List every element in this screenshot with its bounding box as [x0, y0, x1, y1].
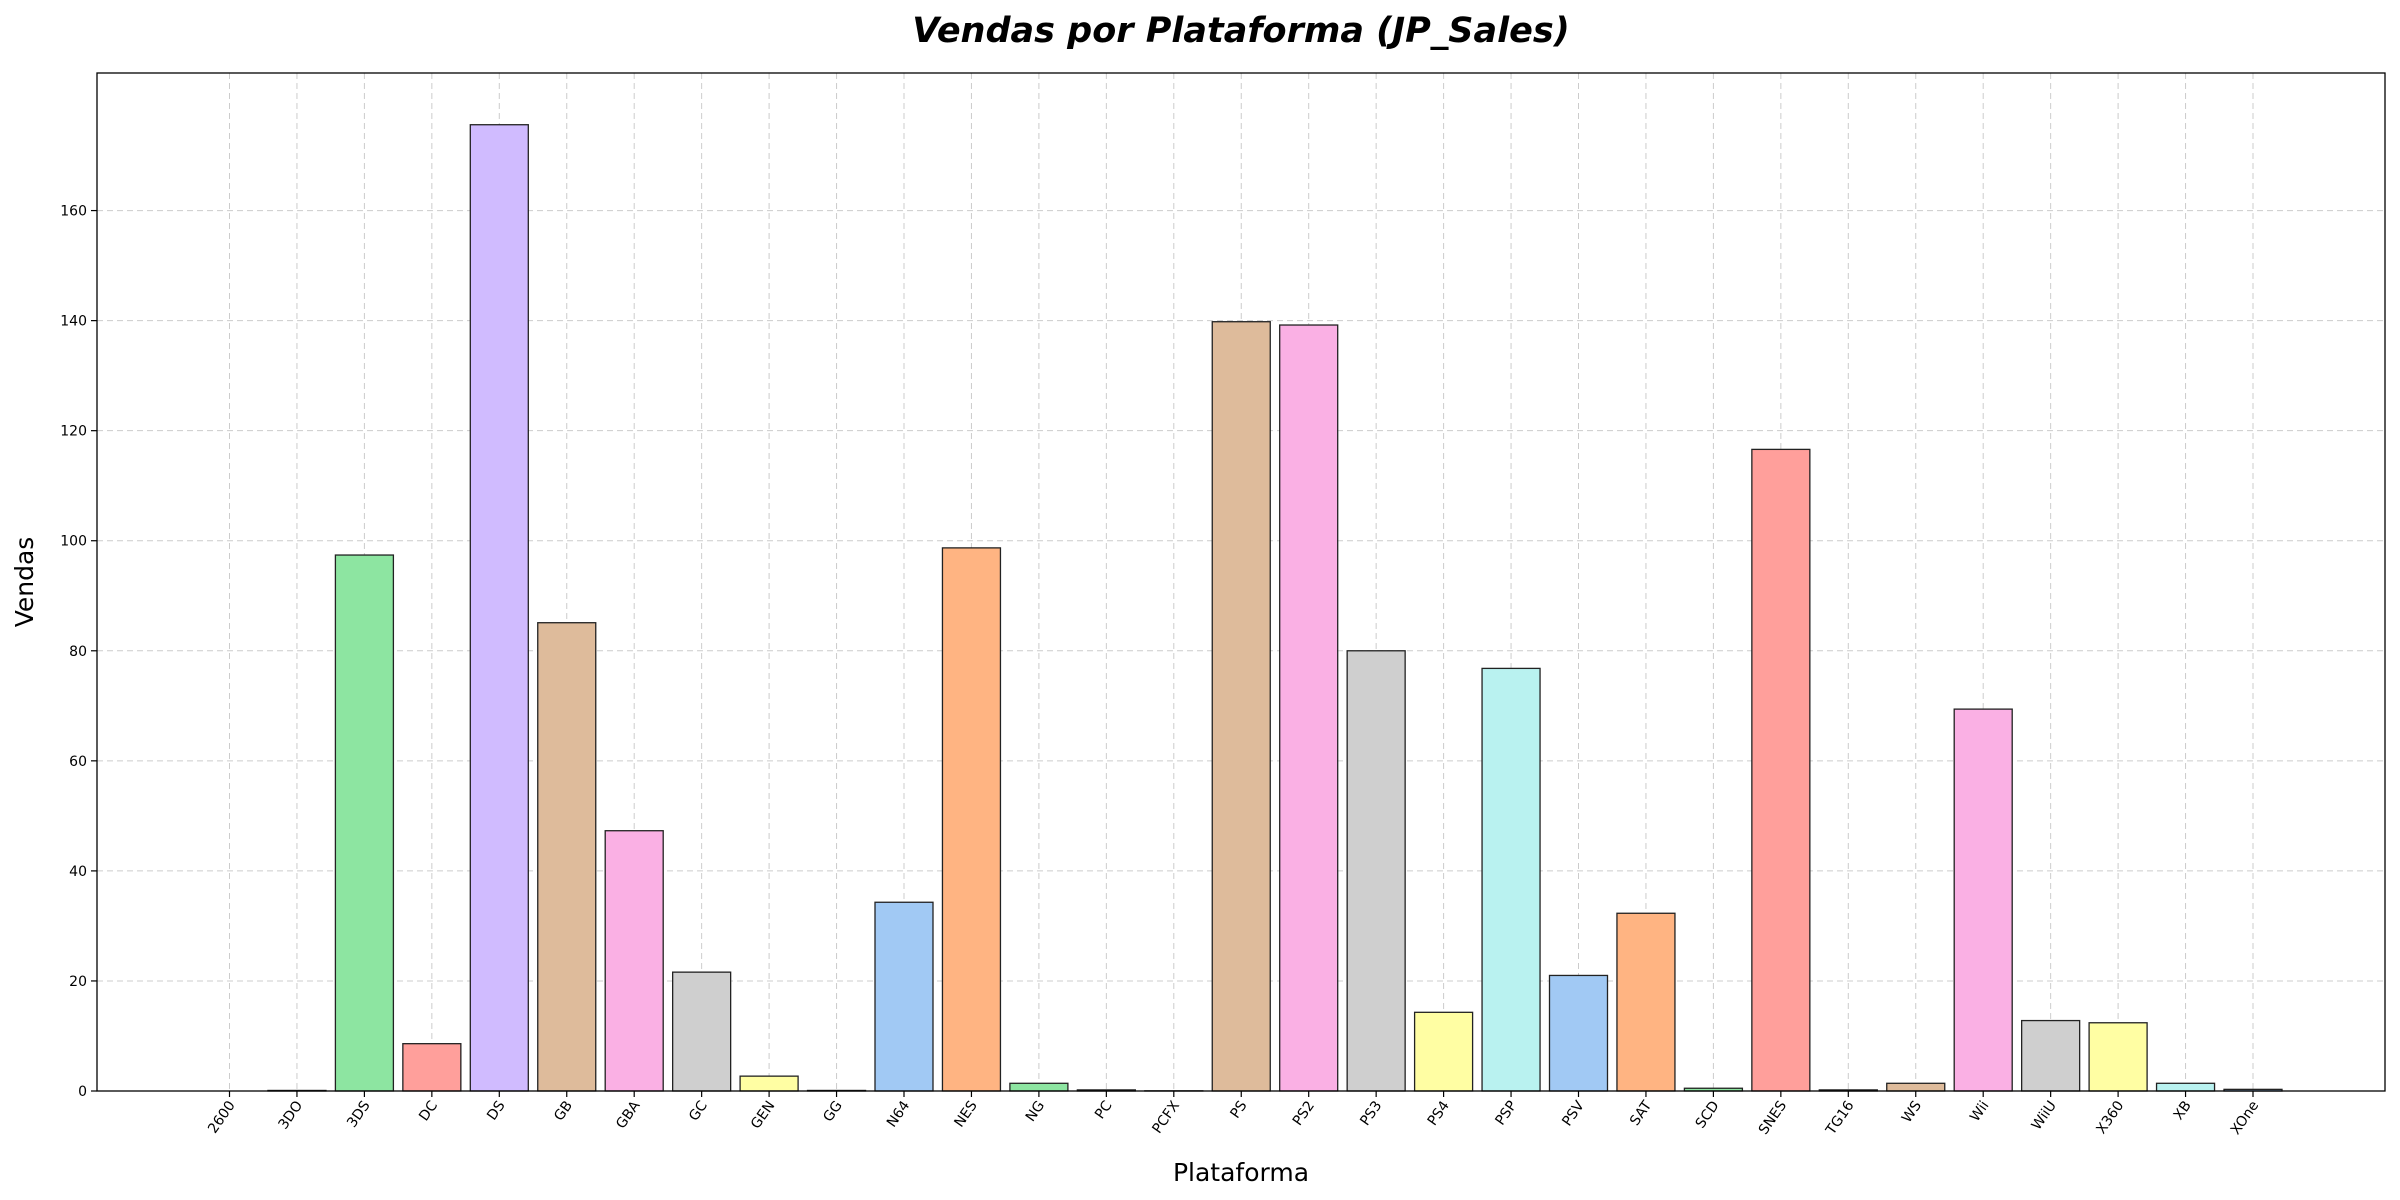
y-tick-label: 0	[78, 1084, 87, 1100]
chart-title: Vendas por Plataforma (JP_Sales)	[912, 11, 1569, 51]
bar-psp	[1481, 667, 1541, 1092]
x-tick-label: PSV	[1559, 1098, 1588, 1130]
x-tick-label: GC	[686, 1098, 711, 1124]
x-tick-label: Wii	[1967, 1098, 1992, 1125]
bar-ps	[1211, 321, 1271, 1092]
x-tick-label: TG16	[1823, 1098, 1858, 1139]
bar-3ds	[334, 554, 395, 1092]
x-tick-label: PSP	[1492, 1098, 1520, 1128]
x-axis-label: Plataforma	[1173, 1158, 1309, 1187]
x-tick-label: GB	[551, 1098, 576, 1124]
x-tick-label: PS3	[1357, 1098, 1385, 1129]
x-tick-label: PC	[1092, 1098, 1116, 1122]
y-tick-label: 60	[69, 754, 87, 770]
bar-gba	[604, 830, 664, 1092]
bar-ws	[1886, 1082, 1946, 1092]
y-tick-label: 140	[60, 314, 87, 330]
x-tick-label: GEN	[748, 1098, 778, 1132]
bar-ng	[1009, 1082, 1069, 1092]
x-tick-label: NES	[951, 1098, 980, 1130]
bar-gen	[739, 1075, 799, 1092]
bar-wii	[1953, 708, 2013, 1092]
x-tick-label: GG	[820, 1098, 846, 1125]
bar-n64	[874, 901, 934, 1092]
y-tick-label: 80	[69, 644, 87, 660]
bar-ds	[469, 124, 529, 1092]
bar-ps4	[1413, 1011, 1474, 1092]
bar-snes	[1751, 448, 1811, 1092]
y-tick-label: 120	[60, 424, 87, 440]
x-tick-label: NG	[1023, 1098, 1048, 1125]
x-tick-label: SCD	[1693, 1098, 1723, 1131]
y-tick-label: 40	[69, 864, 87, 880]
x-tick-label: PS4	[1425, 1098, 1453, 1129]
plot-area-frame	[96, 72, 2386, 1092]
x-tick-label: SAT	[1627, 1098, 1655, 1129]
y-tick-label: 160	[60, 204, 87, 220]
x-tick-label: PS	[1227, 1098, 1250, 1121]
x-tick-label: DS	[484, 1098, 508, 1123]
x-tick-label: WS	[1899, 1098, 1925, 1126]
bar-dc	[402, 1043, 462, 1092]
x-tick-label: PS2	[1290, 1098, 1318, 1129]
y-tick-label: 20	[69, 974, 87, 990]
x-tick-label: 3DO	[276, 1098, 307, 1132]
x-tick-label: WiiU	[2029, 1098, 2060, 1133]
bar-gb	[537, 622, 597, 1092]
x-tick-label: XOne	[2228, 1098, 2262, 1138]
bar-sat	[1616, 912, 1676, 1092]
x-tick-label: SNES	[1756, 1098, 1790, 1138]
bar-wiiu	[2021, 1019, 2081, 1092]
x-tick-label: PCFX	[1149, 1098, 1183, 1137]
bar-x360	[2088, 1022, 2148, 1092]
bars-layer	[267, 124, 2283, 1092]
x-tick-label: XB	[2171, 1098, 2195, 1123]
x-tick-label: N64	[884, 1098, 913, 1130]
y-axis-label: Vendas	[10, 537, 39, 628]
x-tick-label: GBA	[613, 1098, 644, 1132]
bar-nes	[941, 547, 1002, 1092]
x-tick-label: X360	[2093, 1098, 2127, 1137]
y-tick-label: 100	[60, 534, 87, 550]
bar-ps2	[1279, 324, 1339, 1092]
bar-gc	[672, 971, 732, 1092]
bar-xb	[2155, 1082, 2216, 1092]
bar-ps3	[1346, 650, 1406, 1092]
x-tick-label: 3DS	[344, 1098, 374, 1131]
bar-psv	[1548, 974, 1609, 1092]
x-tick-label: 2600	[205, 1098, 239, 1136]
x-tick-label: DC	[416, 1098, 441, 1124]
